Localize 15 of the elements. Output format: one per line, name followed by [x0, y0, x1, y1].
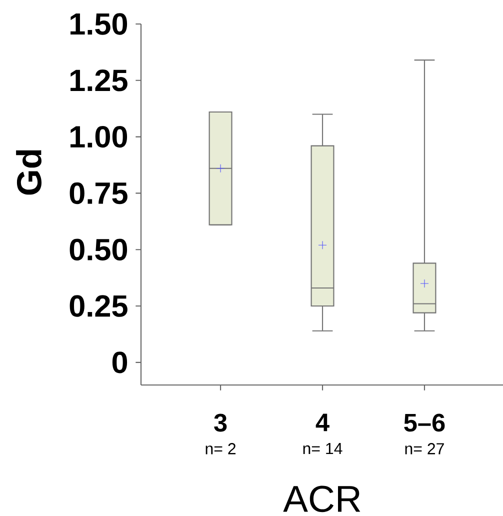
y-tick-label: 0.50	[70, 238, 128, 260]
y-tick-label: 1.50	[70, 13, 128, 35]
text: n= 27	[405, 443, 444, 454]
x-tick-label: 3	[214, 414, 227, 432]
x-tick-label: 4	[316, 414, 330, 432]
y-tick-label: 0	[112, 352, 128, 374]
x-tick-label: 5–6	[404, 414, 445, 432]
text: n= 2	[206, 443, 236, 454]
y-tick-label: 1.25	[70, 70, 128, 92]
y-axis-title: Gd	[16, 150, 42, 195]
y-tick-label: 0.25	[70, 295, 128, 317]
text: n= 14	[303, 443, 342, 454]
y-tick-label: 0.75	[70, 182, 128, 204]
y-tick-label: 1.00	[70, 126, 128, 148]
x-axis-title: ACR	[283, 486, 360, 512]
